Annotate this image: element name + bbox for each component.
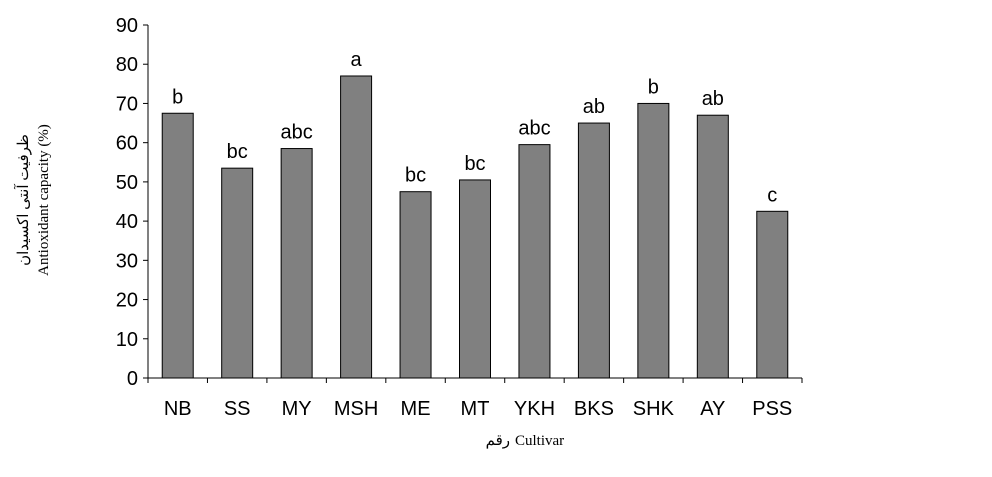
bar-ay: [696, 114, 729, 379]
significance-letter: bc: [227, 141, 248, 163]
bar-ss: [221, 167, 254, 379]
x-tick-label: YKH: [514, 398, 555, 420]
significance-letter: b: [648, 76, 659, 98]
significance-letter: c: [767, 184, 777, 206]
x-tick-label: SHK: [633, 398, 675, 420]
bar-nb: [161, 112, 194, 379]
bar-shk: [637, 102, 670, 379]
x-tick-label: MY: [282, 398, 312, 420]
y-tick-label: 70: [116, 93, 138, 115]
y-tick-label: 0: [127, 368, 138, 390]
y-tick-label: 10: [116, 329, 138, 351]
bar-pss: [756, 210, 789, 379]
y-tick-label: 90: [116, 15, 138, 37]
y-tick-label: 60: [116, 133, 138, 155]
significance-letter: a: [351, 49, 363, 71]
significance-letter: ab: [702, 88, 724, 110]
x-axis-title-fa: رقم: [486, 433, 510, 449]
bar-bks: [577, 122, 610, 379]
x-axis-title-en: Cultivar: [515, 433, 564, 449]
x-tick-label: PSS: [752, 398, 792, 420]
y-axis-title-fa: ظرفیت آنتی اکسیدان: [14, 134, 32, 266]
x-tick-label: BKS: [574, 398, 614, 420]
significance-letter: bc: [405, 165, 426, 187]
y-tick-label: 40: [116, 211, 138, 233]
x-tick-label: MSH: [334, 398, 378, 420]
bar-my: [280, 148, 313, 379]
significance-letter: b: [172, 86, 183, 108]
bar-mt: [459, 179, 491, 379]
y-tick-label: 30: [116, 250, 138, 272]
x-tick-label: SS: [224, 398, 251, 420]
bar-msh: [340, 75, 373, 379]
y-tick-label: 50: [116, 172, 138, 194]
y-axis-title-en: Antioxidant capacity (%): [36, 124, 52, 276]
y-tick-label: 80: [116, 54, 138, 76]
y-axis: 0 10 20 30 40 50 60 70 80 90: [116, 15, 149, 390]
significance-letter: abc: [518, 118, 550, 140]
bars: [161, 75, 789, 379]
significance-letter: bc: [464, 153, 485, 175]
axis-titles: رقم Cultivar ظرفیت آنتی اکسیدان Antioxid…: [14, 124, 564, 449]
x-tick-label: NB: [164, 398, 192, 420]
x-axis: NB SS MY MSH ME MT YKH BKS SHK AY PSS: [147, 377, 803, 420]
significance-letter: ab: [583, 96, 605, 118]
x-tick-label: AY: [700, 398, 725, 420]
significance-letter: abc: [281, 122, 313, 144]
bar-me: [399, 191, 432, 379]
x-tick-label: MT: [461, 398, 490, 420]
y-tick-label: 20: [116, 290, 138, 312]
x-tick-label: ME: [401, 398, 431, 420]
bar-ykh: [518, 144, 551, 379]
